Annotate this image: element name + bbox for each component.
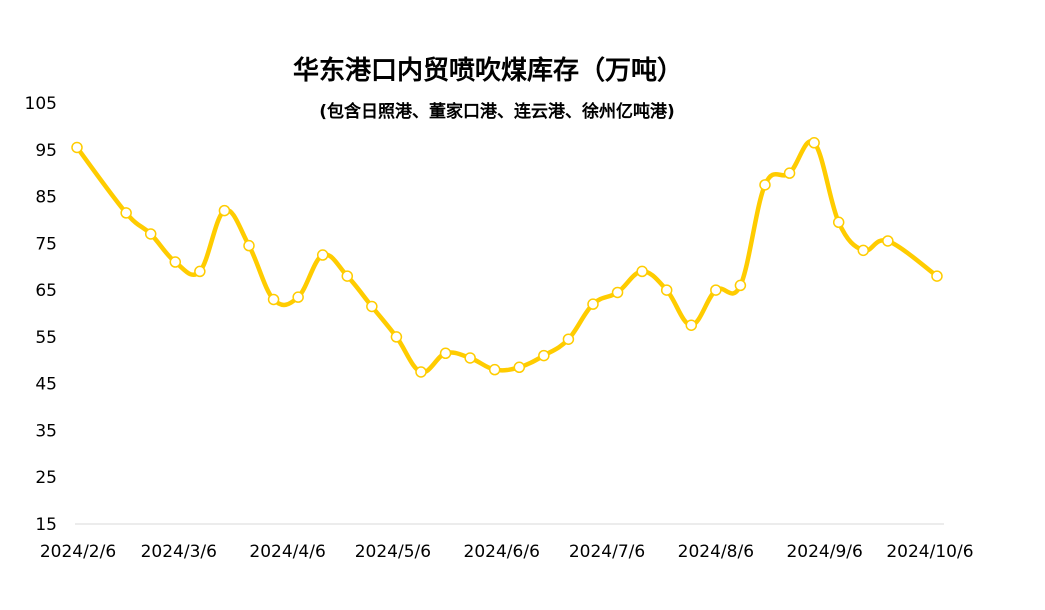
data-point (832, 216, 845, 229)
data-point (415, 366, 427, 378)
y-tick-label: 35 (35, 421, 57, 441)
data-point (169, 256, 182, 268)
data-point (464, 352, 476, 364)
data-point (267, 293, 280, 306)
series-points (71, 137, 943, 378)
data-point (759, 179, 771, 191)
data-point (685, 319, 698, 331)
y-tick-label: 25 (35, 468, 57, 488)
y-tick-label: 95 (35, 141, 57, 161)
data-point (660, 284, 673, 296)
data-point (808, 137, 820, 149)
chart-title: 华东港口内贸喷吹煤库存（万吨） (293, 55, 683, 86)
series-line (74, 138, 940, 375)
y-tick-label: 75 (35, 234, 57, 254)
chart-subtitle: (包含日照港、董家口港、连云港、徐州亿吨港) (319, 101, 675, 122)
data-point (562, 333, 575, 345)
data-point (292, 291, 304, 303)
y-tick-label: 85 (35, 188, 57, 208)
x-tick-label: 2024/9/6 (786, 542, 862, 562)
data-point (931, 270, 943, 282)
data-point (71, 141, 83, 154)
x-tick-label: 2024/2/6 (40, 542, 116, 562)
x-tick-label: 2024/3/6 (141, 542, 217, 562)
x-tick-label: 2024/5/6 (355, 542, 431, 562)
data-point (636, 265, 648, 278)
data-point (194, 265, 206, 278)
data-point (366, 300, 378, 313)
data-point (710, 284, 722, 296)
y-tick-label: 45 (35, 375, 57, 395)
x-tick-label: 2024/4/6 (249, 542, 325, 562)
data-point (316, 249, 329, 261)
data-point (218, 204, 231, 217)
data-point (783, 167, 796, 179)
data-point (144, 228, 157, 240)
data-point (341, 270, 354, 282)
y-axis-ticks: 15 25 35 45 55 65 75 85 95 105 (25, 94, 57, 535)
y-tick-label: 105 (25, 94, 57, 114)
y-tick-label: 55 (35, 328, 57, 348)
data-point (734, 279, 747, 292)
data-point (857, 244, 870, 257)
data-point (513, 361, 526, 374)
x-tick-label: 2024/7/6 (569, 542, 645, 562)
data-point (611, 286, 624, 299)
data-point (390, 331, 403, 343)
y-tick-label: 65 (35, 281, 57, 301)
x-axis-ticks: 2024/2/6 2024/3/6 2024/4/6 2024/5/6 2024/6/6… (40, 542, 974, 562)
data-point (243, 239, 255, 252)
data-point (488, 363, 501, 376)
data-point (439, 347, 452, 360)
x-tick-label: 2024/6/6 (464, 542, 540, 562)
data-point (587, 298, 599, 310)
x-tick-label: 2024/10/6 (886, 542, 973, 562)
y-tick-label: 15 (35, 515, 57, 535)
data-point (882, 235, 894, 247)
x-tick-label: 2024/8/6 (678, 542, 754, 562)
data-point (120, 207, 132, 219)
data-point (538, 349, 550, 362)
